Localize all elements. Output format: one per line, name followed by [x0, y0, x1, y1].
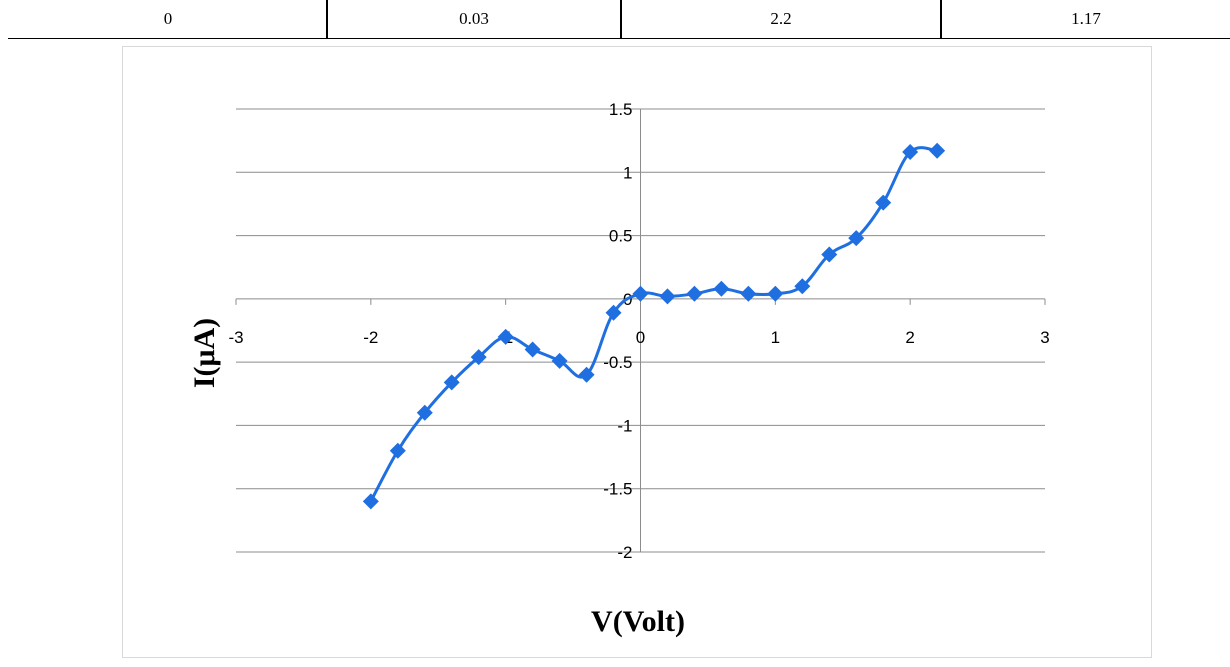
- data-point: [362, 493, 379, 510]
- data-point: [389, 442, 406, 459]
- data-point: [902, 144, 919, 161]
- y-tick-label: -1: [617, 416, 632, 435]
- table-cell: 0.03: [459, 9, 489, 28]
- tick-labels: -2-1.5-1-0.500.511.5-3-2-10123: [228, 100, 1049, 562]
- table-divider: [620, 0, 622, 38]
- data-point: [470, 349, 487, 366]
- y-tick-label: 1.5: [609, 100, 633, 119]
- data-point: [578, 366, 595, 383]
- series-line: [369, 146, 938, 503]
- y-tick-label: -1.5: [603, 480, 632, 499]
- table-divider: [326, 0, 328, 38]
- data-point: [686, 285, 703, 302]
- data-point: [416, 404, 433, 421]
- y-tick-label: -2: [617, 543, 632, 562]
- data-point: [875, 194, 892, 211]
- series-1: [362, 142, 946, 510]
- data-point: [551, 352, 568, 369]
- x-tick-label: 2: [905, 328, 914, 347]
- x-tick-label: 1: [771, 328, 780, 347]
- data-point: [794, 278, 811, 295]
- y-tick-label: 0.5: [609, 227, 633, 246]
- y-tick-label: -0.5: [603, 353, 632, 372]
- data-point: [659, 288, 676, 305]
- x-tick-label: 0: [636, 328, 645, 347]
- data-point: [443, 374, 460, 391]
- y-axis-title: I(μA): [188, 318, 221, 388]
- table-cell: 1.17: [1071, 9, 1101, 28]
- data-point: [713, 280, 730, 297]
- x-tick-label: -3: [228, 328, 243, 347]
- data-point: [821, 246, 838, 263]
- data-point: [848, 230, 865, 247]
- x-axis-title: V(Volt): [591, 605, 685, 638]
- chart-frame: -2-1.5-1-0.500.511.5-3-2-10123 V(Volt) I…: [122, 46, 1152, 658]
- data-point: [632, 285, 649, 302]
- data-point: [524, 341, 541, 358]
- table-row: 0 0.03 2.2 1.17: [8, 0, 1230, 39]
- table-cell: 0: [163, 9, 173, 28]
- data-point: [605, 304, 622, 321]
- x-tick-label: -2: [363, 328, 378, 347]
- x-tick-label: 3: [1040, 328, 1049, 347]
- table-divider: [940, 0, 942, 38]
- data-point: [740, 285, 757, 302]
- data-point: [497, 328, 514, 345]
- data-point: [929, 142, 946, 159]
- table-cell: 2.2: [770, 9, 792, 28]
- data-point: [767, 285, 784, 302]
- iv-chart: -2-1.5-1-0.500.511.5-3-2-10123 V(Volt) I…: [188, 100, 1050, 638]
- y-tick-label: 1: [623, 163, 632, 182]
